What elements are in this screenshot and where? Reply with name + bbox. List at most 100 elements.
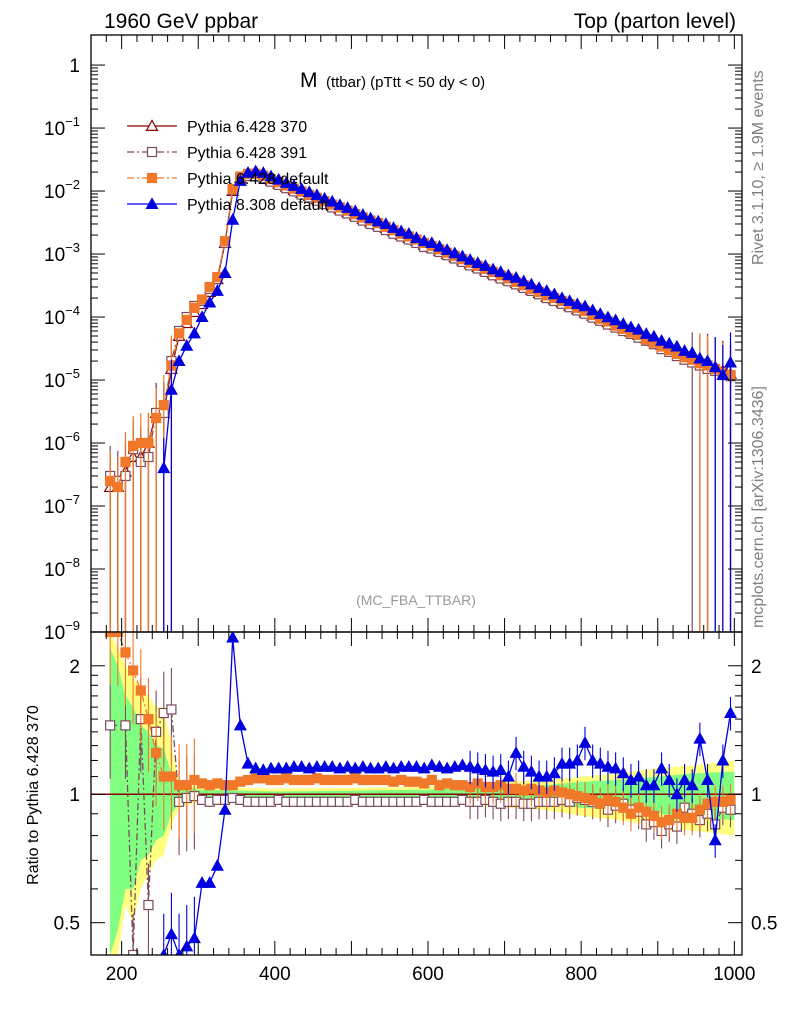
y-tick-label: 10−2 <box>44 177 80 203</box>
data-point <box>302 185 316 198</box>
ratio-point <box>471 761 485 774</box>
ratio-point <box>379 759 393 772</box>
ratio-series-group <box>91 632 742 955</box>
data-point <box>157 461 171 474</box>
ratio-point <box>455 758 469 771</box>
y-tick-base: 10 <box>44 623 65 644</box>
data-point <box>172 354 186 367</box>
data-point <box>105 475 116 487</box>
data-point <box>432 239 446 252</box>
data-point <box>578 299 592 312</box>
ratio-ylabel: Ratio to Pythia 6.428 370 <box>25 705 42 885</box>
data-point <box>310 188 324 201</box>
y-tick-base: 10 <box>44 119 65 140</box>
ratio-point <box>409 759 424 772</box>
data-point <box>287 179 301 191</box>
ratio-y-tick-label: 0.5 <box>54 914 80 935</box>
data-point <box>295 182 309 194</box>
data-point <box>524 277 538 290</box>
ratio-point <box>226 632 240 643</box>
ratio-series-1 <box>105 668 736 955</box>
chart-title-sub: (ttbar) (pTtt < 50 dy < 0) <box>326 74 485 91</box>
ratio-point <box>517 759 531 772</box>
y-tick-exponent: −3 <box>65 240 80 255</box>
ratio-point <box>570 753 584 766</box>
data-point <box>455 249 469 262</box>
y-tick-label: 10−8 <box>44 555 80 581</box>
ratio-point <box>180 939 194 952</box>
ratio-point <box>701 773 715 785</box>
ratio-point <box>655 761 669 774</box>
ratio-point <box>670 787 684 800</box>
ratio-point <box>356 759 370 772</box>
data-point <box>440 243 454 255</box>
data-point <box>120 456 131 468</box>
y-tick-exponent: −4 <box>65 303 80 318</box>
y-tick-label: 10−4 <box>44 303 80 329</box>
legend: Pythia 6.428 370 Pythia 6.428 391 Pythia 6… <box>127 119 329 214</box>
ratio-point <box>694 804 705 815</box>
ratio-point <box>685 778 699 791</box>
data-point <box>509 271 523 283</box>
ratio-point <box>524 764 538 777</box>
data-point <box>570 297 584 310</box>
data-point <box>233 174 247 186</box>
ratio-y-tick-label-right: 2 <box>751 657 762 678</box>
ratio-point <box>547 766 561 779</box>
y-tick-base: 10 <box>44 497 65 518</box>
ratio-point <box>647 778 661 791</box>
data-point <box>173 328 185 339</box>
data-point <box>181 314 192 326</box>
ratio-point <box>241 756 255 769</box>
y-tick-exponent: −5 <box>65 366 80 381</box>
legend-label: Pythia 6.428 default <box>187 171 329 188</box>
ratio-point <box>135 685 146 696</box>
y-tick-exponent: −7 <box>65 492 80 507</box>
ratio-point <box>195 876 209 888</box>
y-tick-label: 10−9 <box>44 618 80 644</box>
data-point <box>227 183 238 195</box>
data-point <box>158 399 169 411</box>
ratio-point <box>166 704 177 715</box>
chart-title-main: M <box>300 69 318 92</box>
data-point <box>639 327 653 339</box>
legend-label: Pythia 6.428 391 <box>187 145 307 162</box>
data-point <box>264 169 278 182</box>
ratio-point <box>120 647 131 658</box>
data-point <box>387 221 401 233</box>
rivet-label: Rivet 3.1.10, ≥ 1.9M events <box>750 70 767 265</box>
y-tick-exponent: −8 <box>65 555 80 570</box>
ratio-point <box>112 632 123 638</box>
data-point <box>678 344 692 356</box>
legend-label: Pythia 6.428 370 <box>187 119 307 136</box>
data-point <box>662 336 676 349</box>
y-tick-base: 10 <box>44 245 65 266</box>
data-point <box>448 246 462 259</box>
ratio-point <box>708 833 722 846</box>
ratio-point <box>725 794 736 805</box>
ratio-point <box>463 759 477 772</box>
data-point <box>708 360 722 373</box>
ratio-point <box>105 720 116 731</box>
data-point <box>402 227 416 239</box>
data-point <box>394 224 408 237</box>
ratio-point <box>723 706 738 719</box>
data-point <box>409 231 424 243</box>
legend-marker <box>145 197 159 209</box>
ratio-point <box>532 769 546 782</box>
legend-marker <box>146 172 158 184</box>
data-point <box>279 176 293 188</box>
ratio-point <box>678 773 692 785</box>
data-point <box>364 211 378 224</box>
data-point <box>180 339 194 351</box>
ratio-point <box>143 713 154 725</box>
ratio-point <box>662 773 676 785</box>
y-tick-label: 10−6 <box>44 429 80 455</box>
ratio-point <box>166 771 177 782</box>
x-tick-label: 200 <box>106 964 138 985</box>
ratio-point <box>105 632 116 638</box>
data-point <box>540 284 554 296</box>
data-point <box>655 334 669 346</box>
ratio-point <box>639 778 653 791</box>
y-tick-base: 10 <box>44 182 65 203</box>
